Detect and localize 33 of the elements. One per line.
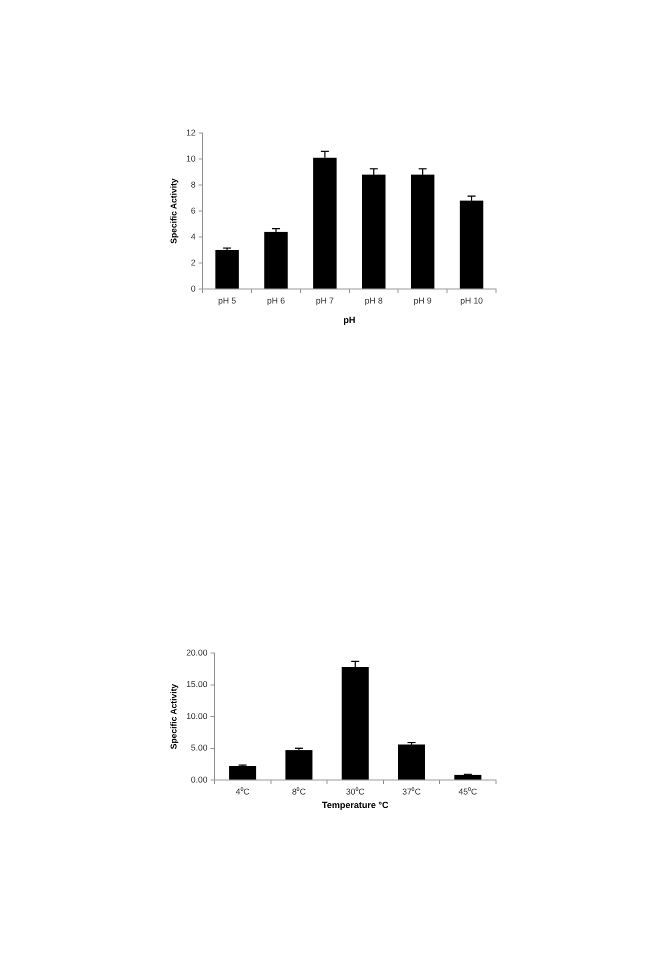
bar: [215, 250, 239, 288]
x-tick-label: 8⁰C: [292, 786, 306, 796]
y-tick-label: 12: [186, 127, 196, 138]
x-tick-label: pH 9: [414, 295, 432, 306]
x-tick-label: 45⁰C: [458, 786, 478, 796]
y-tick-label: 20.00: [186, 647, 208, 658]
bar: [454, 774, 482, 780]
x-tick-label: 37⁰C: [402, 786, 421, 796]
y-tick-label: 10.00: [186, 710, 208, 721]
bar: [285, 750, 312, 780]
x-tick-label: pH 5: [218, 295, 236, 306]
y-axis-title: Specific Activity: [168, 178, 178, 244]
y-tick-label: 8: [190, 179, 196, 190]
y-tick-label: 5.00: [190, 742, 208, 753]
x-tick-label: pH 8: [364, 295, 384, 306]
bar: [398, 744, 426, 780]
x-axis-title: Temperature °C: [322, 800, 389, 810]
y-tick-label: 0: [190, 283, 196, 294]
y-tick-label: 2: [190, 257, 196, 268]
y-axis-title: Specific Activity: [168, 684, 178, 750]
y-tick-label: 10: [186, 153, 196, 164]
bar: [229, 766, 256, 780]
y-tick-label: 6: [190, 205, 196, 216]
x-tick-label: pH 7: [316, 295, 334, 306]
y-tick-label: 15.00: [186, 679, 208, 690]
x-tick-label: 4⁰C: [236, 786, 250, 796]
x-tick-label: pH 10: [460, 295, 484, 306]
x-axis-title: pH: [343, 315, 356, 326]
y-tick-label: 0.00: [190, 774, 208, 784]
x-tick-label: pH 6: [267, 295, 286, 306]
bar: [264, 232, 288, 288]
x-tick-label: 30⁰C: [346, 786, 365, 796]
y-tick-label: 4: [190, 231, 196, 242]
